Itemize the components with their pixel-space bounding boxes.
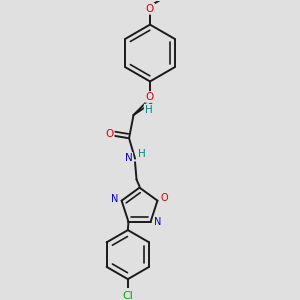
Text: O: O xyxy=(146,4,154,14)
Text: H: H xyxy=(145,105,152,115)
Text: Cl: Cl xyxy=(122,291,133,300)
Text: O: O xyxy=(160,193,168,203)
Text: H: H xyxy=(138,149,146,159)
Text: N: N xyxy=(124,153,132,163)
Text: O: O xyxy=(106,129,114,139)
Text: N: N xyxy=(154,217,161,227)
Text: N: N xyxy=(111,194,118,204)
Text: O: O xyxy=(146,92,154,102)
